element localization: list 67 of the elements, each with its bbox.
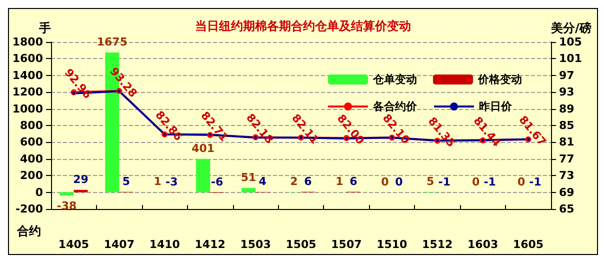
data-label: 5 — [426, 174, 434, 188]
legend-label: 各合约价 — [372, 100, 418, 113]
y-tick-label: 1200 — [12, 86, 44, 99]
data-label: 51 — [240, 171, 256, 184]
y-tick-label: 600 — [20, 136, 44, 149]
data-label: 4 — [258, 174, 267, 188]
data-label: -3 — [166, 175, 178, 188]
y-tick-label: 800 — [20, 119, 44, 132]
legend-label: 昨日价 — [479, 100, 513, 113]
y-tick-label: 0 — [35, 186, 44, 199]
y2-tick-label: 81 — [559, 136, 574, 149]
y2-tick-label: 101 — [559, 52, 582, 66]
y2-axis-title: 美分/磅 — [550, 21, 592, 35]
y2-tick-label: 105 — [559, 36, 582, 48]
x-tick-label: 1405 — [58, 238, 90, 251]
bar — [60, 192, 74, 196]
y-tick-label: 1000 — [12, 102, 44, 116]
data-label: 6 — [304, 174, 312, 188]
data-label: 6 — [350, 174, 358, 188]
data-label: 0 — [381, 175, 390, 188]
y2-tick-label: 97 — [559, 68, 574, 82]
y2-tick-label: 85 — [559, 119, 574, 132]
data-label: 0 — [472, 175, 480, 188]
x-tick-label: 1603 — [468, 238, 498, 251]
y2-tick-label: 77 — [559, 152, 574, 166]
y2-tick-label: 69 — [559, 186, 574, 199]
x-tick-label: 1605 — [512, 238, 544, 251]
x-tick-label: 1505 — [286, 238, 316, 251]
x-axis-title: 合约 — [16, 224, 41, 238]
x-tick-label: 1507 — [331, 238, 362, 251]
y-tick-label: 400 — [20, 152, 44, 166]
x-tick-label: 1510 — [376, 238, 408, 251]
x-tick-label: 1407 — [104, 238, 134, 251]
y-tick-label: 200 — [20, 169, 44, 182]
data-label: -1 — [529, 175, 542, 188]
bar — [196, 158, 210, 192]
y-tick-label: -200 — [15, 202, 44, 216]
data-label: -1 — [438, 175, 450, 188]
x-tick-label: 1410 — [149, 238, 180, 251]
data-label: 29 — [73, 172, 88, 186]
y-axis-title: 手 — [38, 21, 51, 35]
legend-label: 仓单变动 — [372, 73, 417, 86]
data-label: 0 — [395, 175, 404, 188]
data-label: 1 — [336, 175, 344, 188]
y-tick-label: 1600 — [12, 52, 44, 66]
bar — [74, 190, 88, 192]
x-tick-label: 1412 — [194, 238, 226, 251]
y2-tick-label: 73 — [559, 169, 574, 182]
y2-tick-label: 93 — [559, 86, 574, 99]
data-label: 401 — [192, 142, 215, 155]
y-tick-label: 1800 — [12, 36, 44, 48]
chart-title: 当日纽约期棉各期合约仓单及结算价变动 — [195, 19, 411, 33]
y2-tick-label: 89 — [559, 102, 574, 116]
data-label: -38 — [56, 199, 77, 212]
bar — [242, 188, 256, 192]
data-label: 2 — [290, 175, 298, 188]
legend-label: 价格变动 — [477, 73, 522, 86]
data-label: 5 — [122, 174, 130, 188]
y2-tick-label: 65 — [559, 202, 574, 216]
data-label: -6 — [210, 175, 224, 188]
x-tick-label: 1512 — [422, 238, 453, 251]
data-label: 1 — [154, 175, 162, 188]
y-tick-label: 1400 — [12, 68, 44, 82]
data-label: 0 — [517, 175, 526, 188]
x-tick-label: 1503 — [240, 238, 271, 251]
data-label: 1675 — [96, 35, 128, 48]
data-label: -1 — [484, 175, 496, 188]
